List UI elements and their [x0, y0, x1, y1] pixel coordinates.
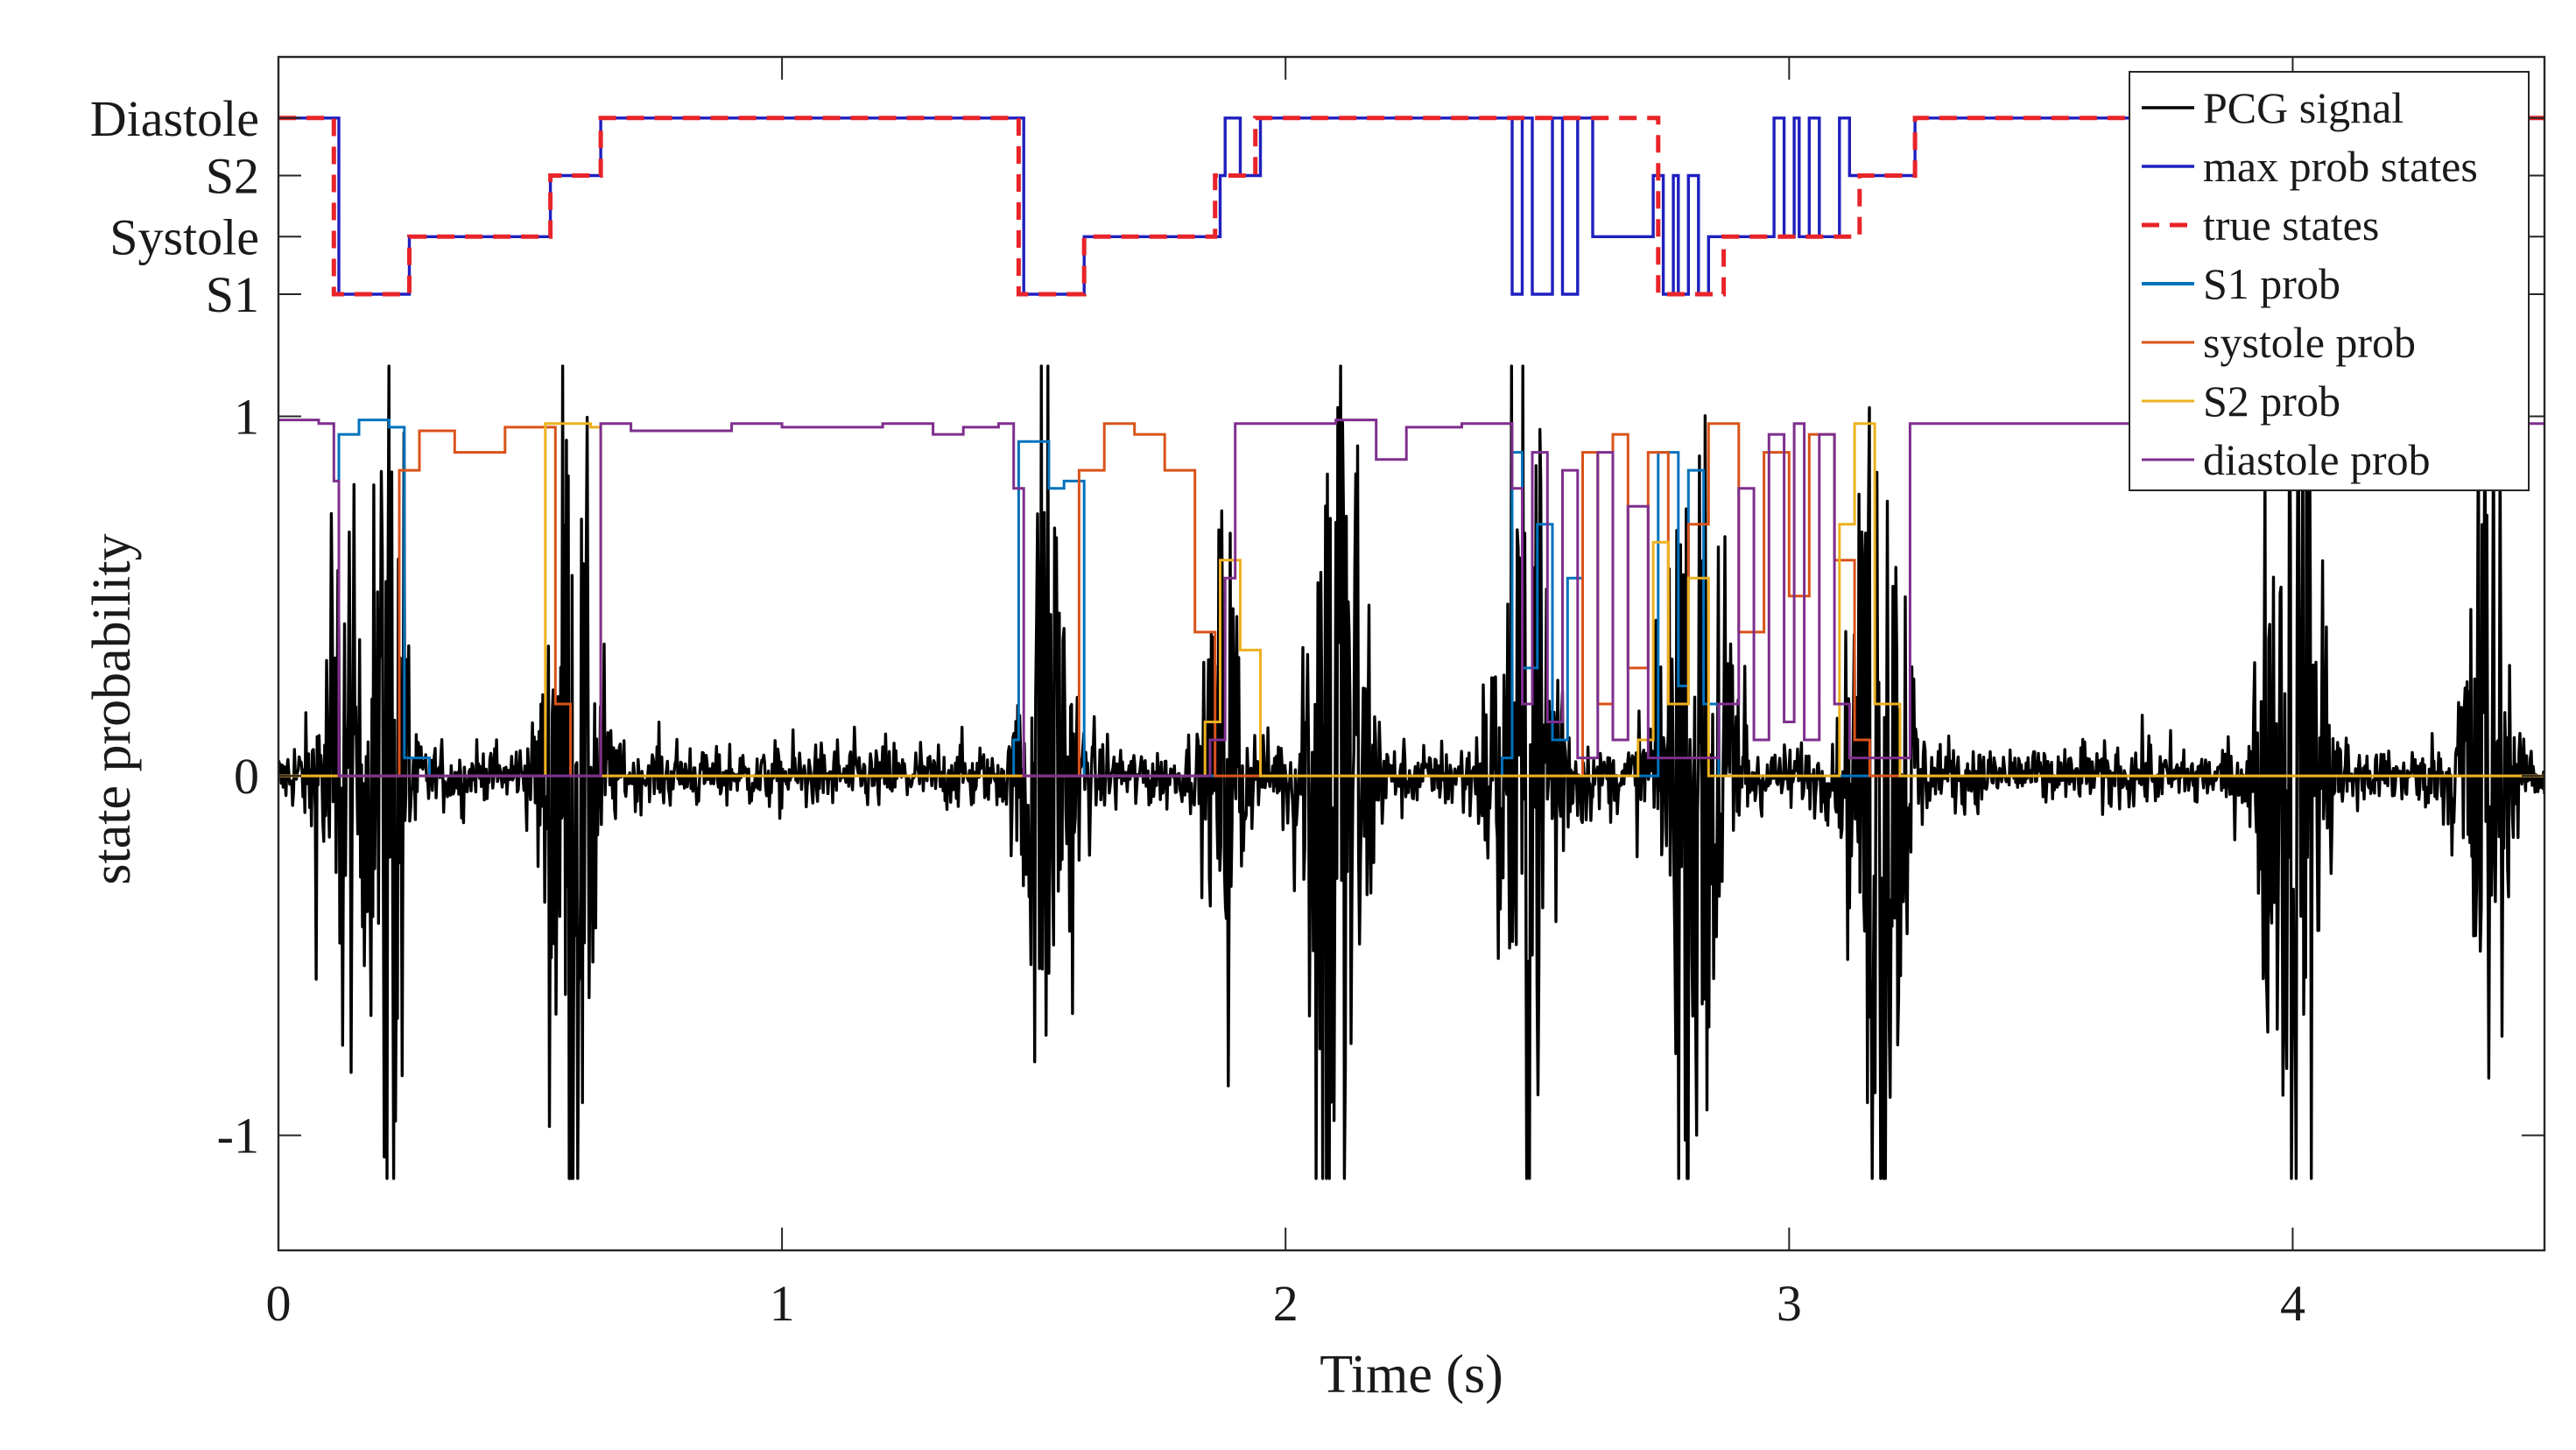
legend-label-pcg: PCG signal — [2203, 83, 2404, 132]
state-tick-label-diastole: Diastole — [90, 90, 259, 147]
plot-content — [278, 116, 2544, 1180]
state-tick-label-s2: S2 — [206, 147, 259, 204]
series-diastole-prob — [278, 419, 2544, 778]
y-tick-label-neg1: -1 — [217, 1108, 259, 1165]
x-tick-labels: 0 1 2 3 4 — [266, 1275, 2305, 1332]
state-tick-label-systole: Systole — [109, 208, 259, 265]
legend-label-maxprob: max prob states — [2203, 142, 2478, 191]
series-true-states — [278, 116, 2544, 297]
x-axis-label: Time (s) — [1320, 1345, 1503, 1404]
state-tick-labels: S1 Systole S2 Diastole — [90, 90, 259, 323]
series-s1-prob — [278, 419, 2544, 778]
legend-label-systole: systole prob — [2203, 318, 2416, 367]
y-axis-label: state probability — [82, 533, 142, 884]
legend-label-s2: S2 prob — [2203, 377, 2340, 426]
y-tick-label-1: 1 — [234, 389, 259, 446]
legend: PCG signal max prob states true states S… — [2129, 71, 2530, 491]
x-tick-label-3: 3 — [1777, 1275, 1802, 1332]
series-max-prob-states — [278, 116, 2544, 296]
state-tick-label-s1: S1 — [206, 266, 259, 323]
y-tick-labels: -1 0 1 — [217, 389, 259, 1165]
legend-label-true: true states — [2203, 201, 2379, 250]
x-tick-label-0: 0 — [266, 1275, 292, 1332]
x-tick-label-1: 1 — [770, 1275, 795, 1332]
y-tick-label-0: 0 — [234, 748, 259, 805]
x-tick-label-4: 4 — [2280, 1275, 2305, 1332]
axes-box — [277, 55, 2546, 1252]
legend-box — [2129, 71, 2530, 491]
legend-label-diastole: diastole prob — [2203, 435, 2431, 484]
x-tick-label-2: 2 — [1273, 1275, 1299, 1332]
legend-label-s1: S1 prob — [2203, 259, 2340, 308]
